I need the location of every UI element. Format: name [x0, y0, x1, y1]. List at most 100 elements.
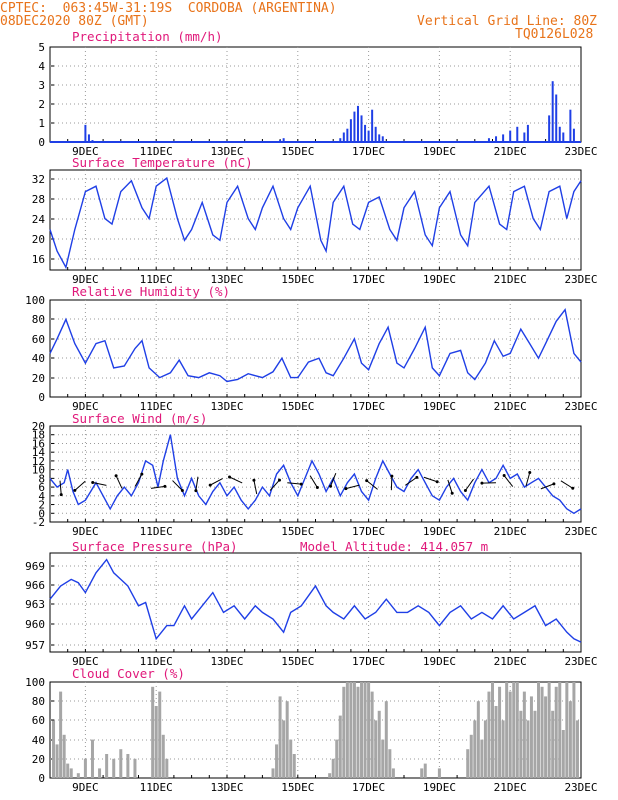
x-tick-label: 19DEC [423, 400, 456, 413]
data-bar [360, 682, 364, 778]
data-bar [371, 109, 374, 142]
data-bar [519, 710, 523, 778]
data-line [49, 308, 582, 383]
wind-arrow-head [59, 493, 63, 497]
data-bar [66, 763, 70, 778]
x-tick-label: 23DEC [564, 655, 597, 668]
x-tick-label: 17DEC [352, 145, 385, 158]
data-bar [508, 691, 512, 778]
data-bar [540, 686, 544, 778]
data-bar [487, 138, 490, 142]
y-tick-label: 20 [32, 420, 45, 433]
data-bar [381, 739, 385, 778]
data-bar [568, 701, 572, 778]
data-bar [437, 768, 441, 778]
data-bar [377, 710, 381, 778]
data-bar [494, 706, 498, 778]
data-bar [505, 682, 509, 778]
data-bar [526, 124, 529, 142]
wind-arrow-head [163, 484, 167, 488]
wind-arrow [172, 480, 183, 491]
data-bar [69, 768, 73, 778]
wind-arrow-head [450, 491, 454, 495]
wind-arrow [92, 482, 107, 486]
data-bar [378, 134, 381, 142]
wind-arrow [465, 478, 474, 491]
x-tick-label: 21DEC [494, 781, 527, 794]
y-tick-label: 2 [38, 499, 45, 512]
y-tick-label: 24 [32, 213, 46, 226]
x-tick-label: 15DEC [281, 525, 314, 538]
data-bar [275, 744, 279, 778]
wind-arrow-head [480, 481, 484, 485]
data-bar [384, 701, 388, 778]
wind-arrow-head [180, 488, 184, 492]
x-tick-label: 11DEC [140, 655, 173, 668]
y-tick-label: 5 [38, 41, 45, 54]
panel-title: Cloud Cover (%) [72, 666, 185, 681]
data-bar [356, 105, 359, 142]
data-bar [335, 739, 339, 778]
data-bar [83, 758, 87, 778]
wind-arrow-head [228, 475, 232, 479]
y-tick-label: 0 [38, 507, 45, 520]
x-tick-label: 13DEC [210, 525, 243, 538]
wind-arrow [345, 484, 360, 490]
panel-frame [49, 425, 582, 523]
data-bar [165, 758, 169, 778]
data-bar [561, 730, 565, 778]
data-bar [537, 682, 541, 778]
data-bar [356, 686, 360, 778]
data-bar [292, 754, 296, 778]
y-tick-label: 20 [32, 233, 45, 246]
data-bar [367, 130, 370, 142]
y-tick-label: 1 [38, 117, 45, 130]
wind-arrow [115, 475, 123, 489]
wind-arrow [405, 476, 418, 486]
data-bar [551, 81, 554, 142]
data-bar [90, 739, 94, 778]
y-tick-label: 60 [32, 333, 45, 346]
data-bar [476, 701, 480, 778]
data-bar [328, 773, 332, 778]
y-tick-label: 100 [25, 294, 45, 307]
data-line [49, 558, 582, 643]
y-tick-label: 60 [32, 714, 45, 727]
y-tick-label: 18 [32, 429, 45, 442]
wind-arrow-head [365, 479, 369, 483]
y-tick-label: 4 [38, 490, 45, 503]
data-bar [420, 768, 424, 778]
data-bar [154, 706, 158, 778]
data-bar [502, 134, 505, 142]
data-bar [565, 682, 569, 778]
data-bar [62, 734, 66, 778]
y-tick-label: 957 [25, 639, 45, 652]
wind-arrow [330, 473, 337, 487]
data-bar [498, 686, 502, 778]
y-tick-label: 0 [38, 391, 45, 404]
wind-arrow-head [435, 480, 439, 484]
y-tick-label: 4 [38, 60, 45, 73]
wind-arrow [74, 480, 86, 491]
data-bar [289, 739, 293, 778]
y-tick-label: 10 [32, 464, 45, 477]
data-bar [526, 720, 530, 778]
y-tick-label: 14 [32, 446, 46, 459]
y-tick-label: 80 [32, 313, 45, 326]
x-tick-label: 21DEC [494, 273, 527, 286]
data-bar [364, 124, 367, 142]
header-station: CPTEC: 063:45W-31:19S CORDOBA (ARGENTINA… [0, 1, 337, 16]
header-grid-line: Vertical Grid Line: 80Z [417, 14, 598, 29]
data-bar [84, 124, 87, 142]
x-tick-label: 21DEC [494, 400, 527, 413]
panel-title: Surface Wind (m/s) [72, 411, 207, 426]
x-tick-label: 11DEC [140, 400, 173, 413]
wind-arrow [195, 476, 199, 491]
x-tick-label: 19DEC [423, 525, 456, 538]
x-tick-label: 17DEC [352, 781, 385, 794]
data-bar [495, 136, 498, 142]
header-model: TQ0126L028 [515, 27, 594, 42]
data-line [49, 176, 582, 270]
x-tick-label: 23DEC [564, 400, 597, 413]
data-bar [352, 682, 356, 778]
